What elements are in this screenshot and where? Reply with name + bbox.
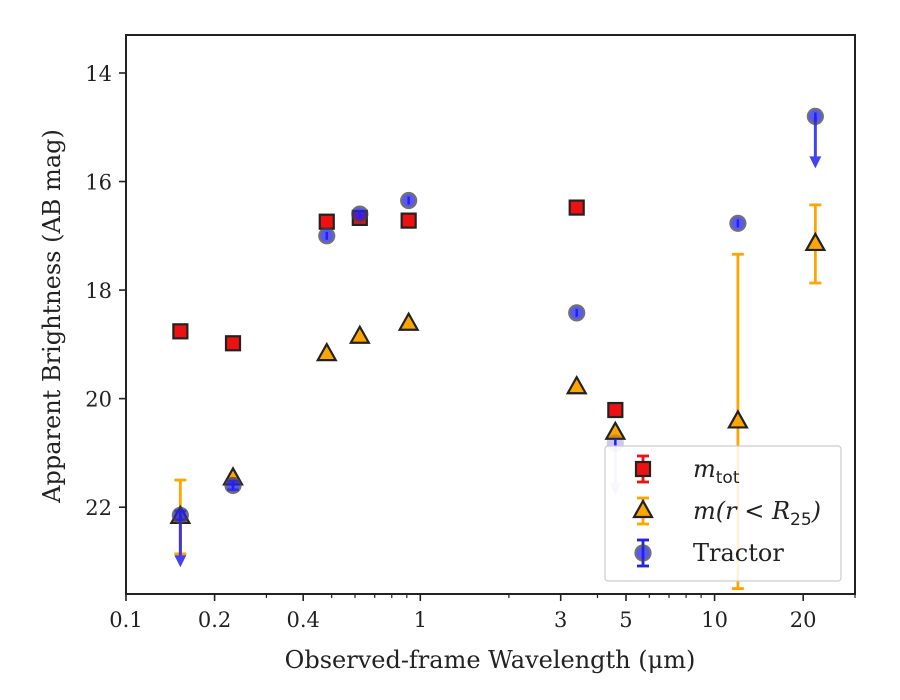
plot-frame: [125, 34, 856, 595]
legend-marker-tractor: [634, 544, 652, 562]
y-tick-label: 22: [85, 496, 112, 520]
mr25-point: [727, 409, 749, 429]
y-tick-label: 18: [85, 279, 112, 303]
x-tick-label: 0.4: [286, 608, 319, 632]
x-tick-label: 10: [701, 608, 728, 632]
x-axis-label: Observed-frame Wavelength (μm): [285, 646, 696, 674]
x-tick-label: 0.2: [198, 608, 231, 632]
legend-label-main: m: [693, 455, 716, 483]
mr25-point: [804, 231, 827, 252]
legend-label-main: m(r < R: [693, 497, 790, 525]
legend-label-tractor: Tractor: [693, 539, 784, 567]
x-tick-label: 5: [619, 608, 632, 632]
legend-label-subscript: 25: [790, 510, 812, 530]
legend-label-tail: ): [811, 497, 821, 525]
tick-layer: 0.1 0.2 0.4 1 3 5 10 20 14 16 18 20 22: [85, 62, 856, 632]
x-tick-label: 20: [790, 608, 817, 632]
y-tick-label: 20: [85, 388, 112, 412]
legend-marker-mtot: [634, 460, 652, 478]
legend-label-mr25: m(r < R25): [693, 497, 821, 530]
upper-limit-head: [174, 555, 187, 568]
y-tick-label: 16: [85, 171, 112, 195]
data-layer: [169, 107, 827, 590]
legend-marker-mr25: [632, 498, 654, 519]
x-tick-label: 0.1: [109, 608, 142, 632]
upper-limit-head: [809, 156, 822, 169]
legend-box: [604, 445, 842, 582]
x-tick-label: 3: [554, 608, 567, 632]
x-tick-label: 1: [414, 608, 427, 632]
legend-label-main: Tractor: [693, 539, 784, 567]
y-tick-label: 14: [85, 62, 112, 86]
y-axis-label: Apparent Brightness (AB mag): [38, 129, 66, 504]
legend-label-subscript: tot: [716, 468, 740, 488]
legend: mtot m(r < R25) Tractor: [604, 445, 842, 582]
legend-label-mtot: mtot: [693, 455, 740, 488]
